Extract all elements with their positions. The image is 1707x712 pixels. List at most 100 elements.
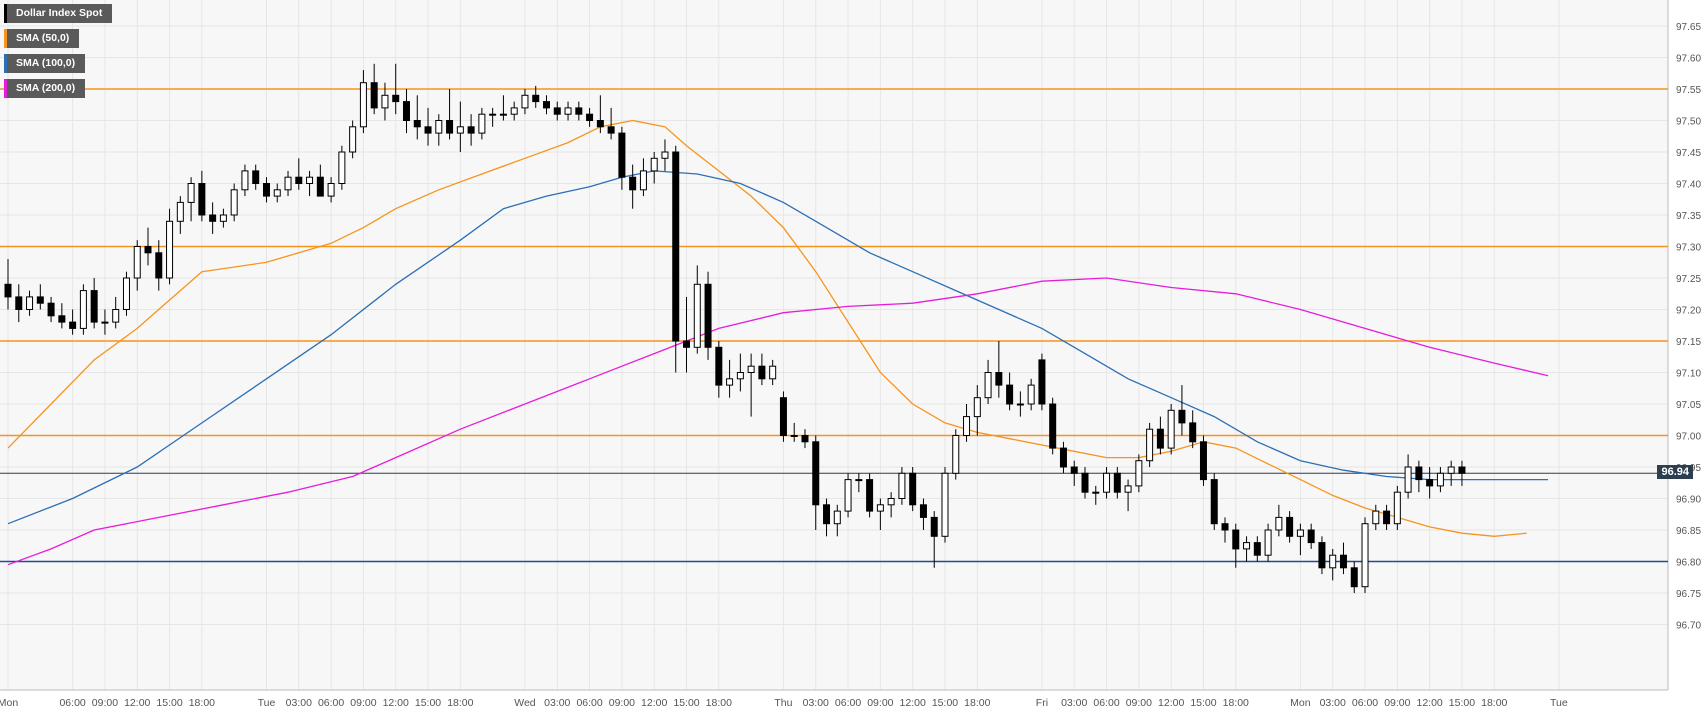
candle-body <box>941 472 949 537</box>
candle-body <box>769 365 777 380</box>
candle-body <box>887 498 895 506</box>
y-tick-label: 97.40 <box>1676 180 1701 191</box>
chart-legend: Dollar Index Spot SMA (50,0) SMA (100,0)… <box>4 4 113 104</box>
x-tick-label: 12:00 <box>124 697 150 709</box>
candle <box>1156 416 1164 455</box>
candle <box>1426 467 1434 499</box>
candle <box>4 259 12 310</box>
legend-sma-100[interactable]: SMA (100,0) <box>4 54 112 73</box>
candle <box>79 284 87 335</box>
candle <box>359 70 367 134</box>
candle-body <box>327 183 335 197</box>
candle-body <box>1339 554 1347 569</box>
candle <box>1178 385 1186 436</box>
legend-dollar-index-spot[interactable]: Dollar Index Spot <box>4 4 113 23</box>
candle-body <box>812 441 820 506</box>
candle-body <box>596 120 604 128</box>
candle-body <box>262 183 270 197</box>
plot-background <box>0 0 1668 690</box>
candle-body <box>306 176 314 184</box>
x-tick-label: 06:00 <box>318 697 344 709</box>
candle <box>1415 460 1423 493</box>
candle-body <box>672 151 680 342</box>
sma-line <box>7 170 1549 525</box>
candle-body <box>1447 466 1455 474</box>
candle-body <box>176 201 184 222</box>
candle <box>1038 353 1046 411</box>
x-tick-label: 03:00 <box>1320 697 1346 709</box>
x-tick-label: 15:00 <box>1190 697 1216 709</box>
candle-body <box>639 170 647 191</box>
candle-body <box>1092 491 1100 494</box>
candle <box>187 177 195 222</box>
candle <box>823 498 831 537</box>
candle <box>58 303 66 329</box>
candle <box>327 177 335 203</box>
y-tick-label: 97.30 <box>1676 243 1701 254</box>
candle-body <box>553 107 561 115</box>
x-tick-label: 09:00 <box>92 697 118 709</box>
y-axis-labels: 97.65 97.60 97.55 97.50 97.45 97.40 97.35 97.30… <box>1676 22 1701 632</box>
x-tick-label: 15:00 <box>673 697 699 709</box>
candle-body <box>1318 542 1326 569</box>
candle-body <box>661 151 669 159</box>
candle <box>575 101 583 121</box>
candle-body <box>779 397 787 437</box>
candle-body <box>241 170 249 191</box>
candle <box>704 271 712 360</box>
candle <box>1059 441 1067 474</box>
candle <box>1329 548 1337 581</box>
candle <box>1167 404 1175 455</box>
candle-body <box>359 82 367 128</box>
candle-body <box>166 220 174 279</box>
candle <box>1070 460 1078 486</box>
candle <box>1135 454 1143 493</box>
candle-body <box>349 126 357 153</box>
candle-body <box>446 120 454 134</box>
legend-sma-50[interactable]: SMA (50,0) <box>4 29 112 48</box>
candle <box>1081 467 1089 499</box>
sma-line <box>7 119 1527 537</box>
candle-body <box>112 309 120 323</box>
candle-body <box>1038 359 1046 405</box>
candle-body <box>607 126 615 134</box>
candle <box>15 284 23 323</box>
candle <box>564 101 572 121</box>
candle <box>230 183 238 222</box>
candle <box>639 158 647 197</box>
candle <box>521 89 529 115</box>
candle <box>543 95 550 115</box>
candle <box>973 385 981 436</box>
candle-body <box>155 252 163 279</box>
x-tick-label: Tue <box>258 697 276 709</box>
x-tick-label: 12:00 <box>900 697 926 709</box>
candle-body <box>187 183 195 203</box>
sma-lines <box>7 119 1549 566</box>
legend-swatch <box>4 79 7 98</box>
candle <box>758 353 766 386</box>
candle <box>144 227 152 266</box>
candle-body <box>1243 542 1251 550</box>
candle-body <box>79 290 87 329</box>
candle-body <box>370 82 378 109</box>
candle <box>1307 523 1315 549</box>
candle <box>1006 372 1014 411</box>
candle-body <box>435 120 443 134</box>
candle <box>1199 435 1207 486</box>
legend-sma-200[interactable]: SMA (200,0) <box>4 79 112 98</box>
candle-body <box>1124 485 1132 493</box>
y-tick-label: 97.25 <box>1676 274 1701 285</box>
candle-body <box>36 296 44 304</box>
candle-body <box>1307 529 1315 544</box>
candle <box>607 107 615 140</box>
candle <box>629 164 637 209</box>
candle <box>295 158 303 190</box>
candle <box>1372 504 1380 530</box>
candle <box>209 202 217 234</box>
legend-label: SMA (200,0) <box>7 79 86 98</box>
candle-body <box>1189 422 1197 443</box>
candle <box>790 422 798 442</box>
candle <box>392 63 400 115</box>
candle-body <box>413 120 421 128</box>
